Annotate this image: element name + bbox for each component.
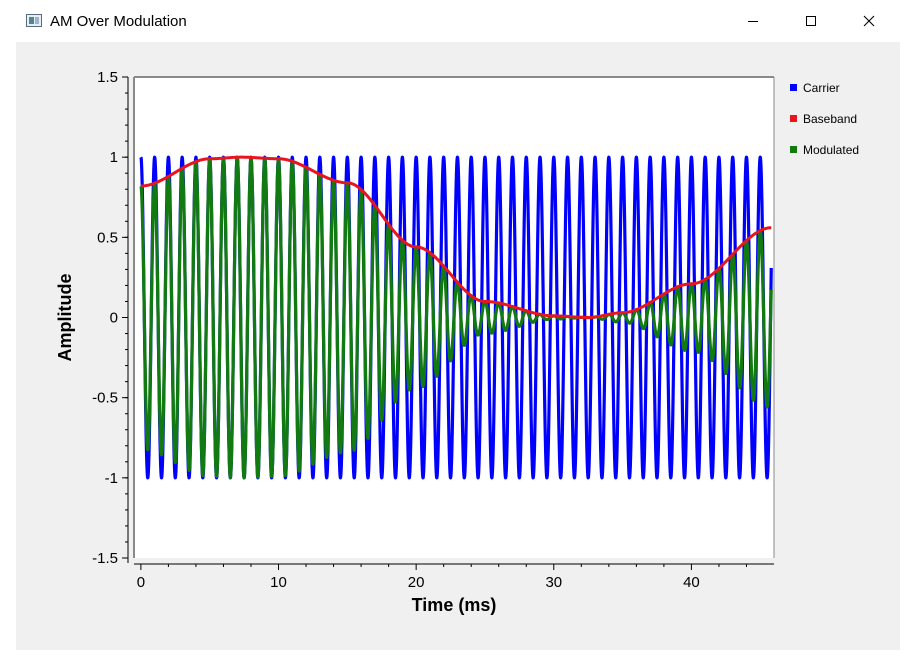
y-tick-label: 1 [110,149,118,166]
series-layer [139,155,773,480]
maximize-icon [806,16,816,26]
legend: Carrier Baseband Modulated [790,81,859,157]
close-button[interactable] [840,0,898,42]
y-tick-label: 1.5 [97,69,118,86]
x-tick-label: 20 [408,574,425,591]
axes-layer: -1.5 -1 -0.5 0 0.5 1 1.5 0 10 20 30 40 [92,69,775,591]
title-bar: AM Over Modulation [0,0,909,42]
legend-swatch-baseband [790,115,797,122]
baseband-series-line [140,155,772,319]
x-axis-title: Time (ms) [412,595,497,615]
y-tick-label: 0 [110,310,118,327]
x-tick-label: 0 [137,574,145,591]
close-icon [863,15,875,27]
x-tick-label: 40 [683,574,700,591]
y-tick-label: -1 [105,470,118,487]
legend-label-carrier: Carrier [803,81,840,95]
maximize-button[interactable] [782,0,840,42]
x-tick-label: 10 [270,574,287,591]
chart-canvas: -1.5 -1 -0.5 0 0.5 1 1.5 0 10 20 30 40 Carrier Baseb… [55,69,859,615]
chart-window-client: -1.5 -1 -0.5 0 0.5 1 1.5 0 10 20 30 40 Carrier Baseb… [16,42,900,650]
y-tick-label: 0.5 [97,229,118,246]
x-tick-label: 30 [545,574,562,591]
y-axis-title: Amplitude [55,274,75,362]
minimize-button[interactable] [724,0,782,42]
y-tick-label: -1.5 [92,550,118,567]
modulated-series-line [139,155,773,480]
application-icon[interactable] [26,14,42,27]
minimize-icon [748,21,758,22]
legend-swatch-modulated [790,146,797,153]
y-tick-label: -0.5 [92,390,118,407]
legend-label-baseband: Baseband [803,112,857,126]
window-title: AM Over Modulation [50,13,187,30]
legend-swatch-carrier [790,84,797,91]
legend-label-modulated: Modulated [803,143,859,157]
